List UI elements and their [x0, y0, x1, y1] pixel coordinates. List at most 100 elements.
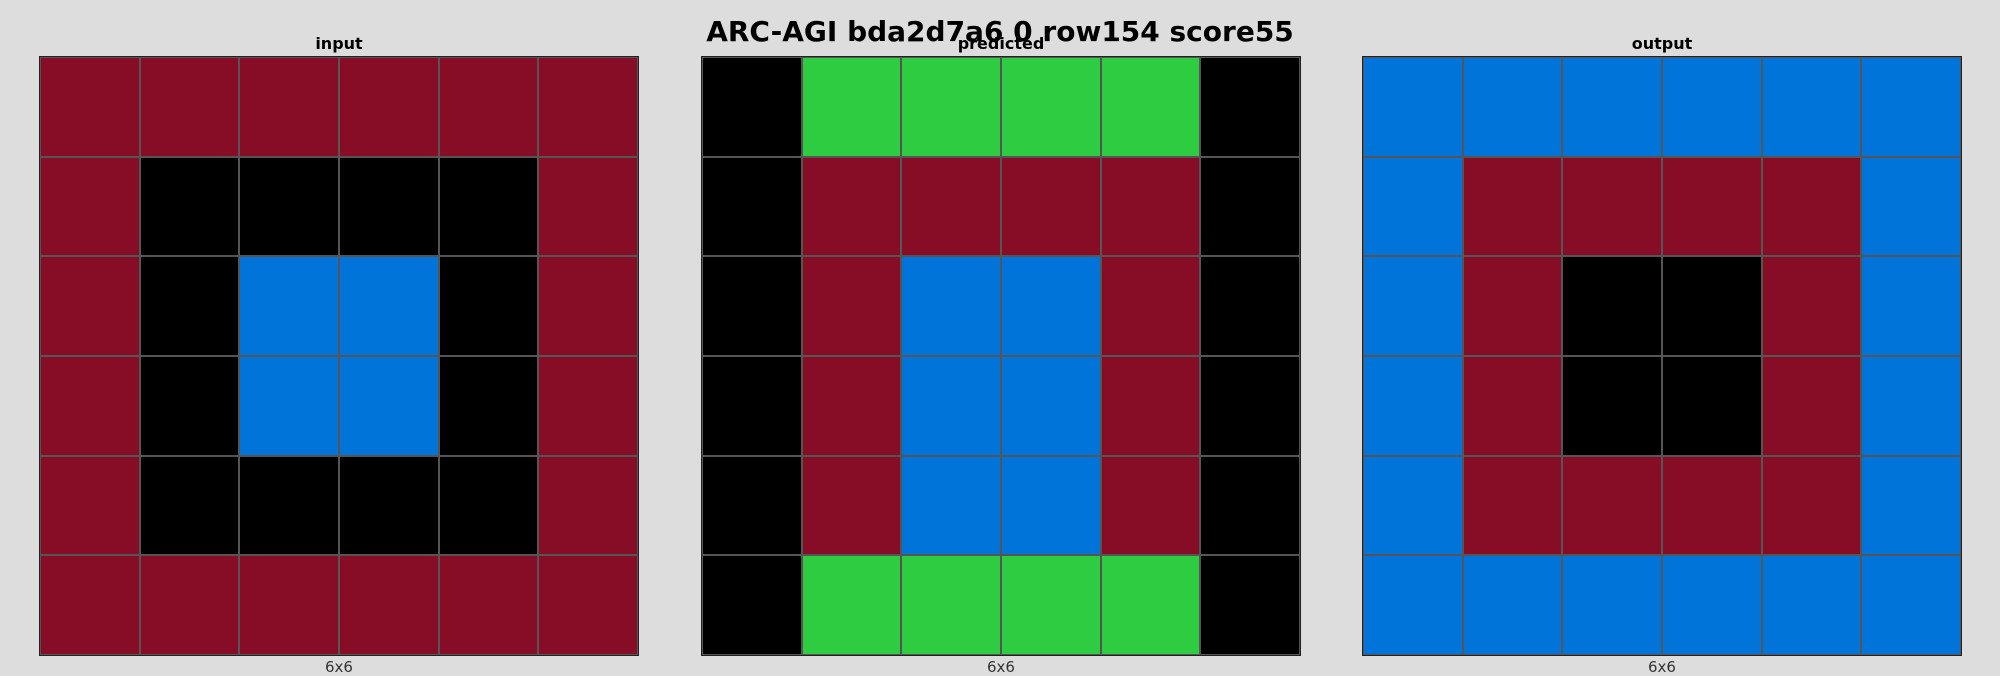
grid-cell: [40, 355, 140, 456]
input-panel-title: input: [315, 34, 363, 53]
grid-cell: [1861, 256, 1961, 356]
grid-cell: [702, 57, 802, 157]
grid-cell: [1363, 355, 1463, 456]
grid-cell: [1363, 156, 1463, 257]
grid-cell: [1761, 555, 1862, 655]
grid-cell: [801, 555, 902, 655]
grid-cell: [538, 355, 638, 456]
grid-cell: [1363, 455, 1463, 556]
input-grid: [39, 56, 639, 656]
grid-cell: [901, 57, 1001, 157]
grid-cell: [1363, 57, 1463, 157]
grid-cell: [702, 455, 802, 556]
grid-cell: [338, 455, 439, 556]
grid-cell: [1000, 355, 1101, 456]
output-grid: [1362, 56, 1962, 656]
grid-cell: [239, 455, 339, 556]
grid-cell: [1462, 256, 1563, 356]
grid-cell: [239, 355, 339, 456]
grid-cell: [801, 156, 902, 257]
grid-cell: [40, 156, 140, 257]
grid-cell: [1000, 555, 1101, 655]
grid-cell: [239, 156, 339, 257]
grid-cell: [702, 156, 802, 257]
grid-cell: [438, 256, 539, 356]
grid-cell: [438, 355, 539, 456]
grid-cell: [1200, 355, 1300, 456]
grid-cell: [702, 555, 802, 655]
grid-cell: [1861, 156, 1961, 257]
grid-cell: [338, 256, 439, 356]
grid-cell: [139, 355, 240, 456]
grid-cell: [139, 57, 240, 157]
grid-cell: [1462, 156, 1563, 257]
grid-cell: [1100, 555, 1201, 655]
grid-cell: [1861, 57, 1961, 157]
grid-cell: [1761, 355, 1862, 456]
grid-cell: [338, 355, 439, 456]
predicted-panel-title: predicted: [957, 34, 1045, 53]
grid-cell: [1562, 455, 1662, 556]
grid-cell: [1100, 455, 1201, 556]
grid-cell: [1861, 355, 1961, 456]
grid-cell: [40, 57, 140, 157]
grid-cell: [1462, 455, 1563, 556]
grid-cell: [1000, 256, 1101, 356]
grid-cell: [139, 256, 240, 356]
grid-cell: [1200, 57, 1300, 157]
input-dims-label: 6x6: [325, 658, 353, 676]
grid-cell: [1100, 156, 1201, 257]
grid-cell: [1661, 455, 1762, 556]
grid-cell: [338, 57, 439, 157]
grid-cell: [1100, 355, 1201, 456]
grid-cell: [1100, 57, 1201, 157]
grid-cell: [1562, 555, 1662, 655]
figure-title: ARC-AGI bda2d7a6 0 row154 score55: [706, 15, 1294, 48]
grid-cell: [239, 256, 339, 356]
grid-cell: [1661, 156, 1762, 257]
grid-cell: [239, 57, 339, 157]
grid-cell: [1462, 355, 1563, 456]
grid-cell: [139, 555, 240, 655]
grid-cell: [1462, 555, 1563, 655]
grid-cell: [338, 156, 439, 257]
output-panel-title: output: [1631, 34, 1693, 53]
grid-cell: [901, 355, 1001, 456]
grid-cell: [538, 156, 638, 257]
grid-cell: [901, 256, 1001, 356]
grid-cell: [538, 256, 638, 356]
grid-cell: [801, 256, 902, 356]
grid-cell: [438, 455, 539, 556]
grid-cell: [1200, 156, 1300, 257]
grid-cell: [801, 57, 902, 157]
grid-cell: [1363, 256, 1463, 356]
grid-cell: [40, 256, 140, 356]
grid-cell: [438, 57, 539, 157]
predicted-grid: [701, 56, 1301, 656]
grid-cell: [40, 455, 140, 556]
grid-cell: [901, 156, 1001, 257]
grid-cell: [139, 455, 240, 556]
grid-cell: [801, 455, 902, 556]
grid-cell: [1661, 256, 1762, 356]
grid-cell: [1661, 555, 1762, 655]
grid-cell: [1562, 355, 1662, 456]
grid-cell: [40, 555, 140, 655]
grid-cell: [1000, 57, 1101, 157]
grid-cell: [438, 156, 539, 257]
grid-cell: [1562, 57, 1662, 157]
grid-cell: [538, 455, 638, 556]
grid-cell: [1000, 455, 1101, 556]
grid-cell: [239, 555, 339, 655]
grid-cell: [139, 156, 240, 257]
grid-cell: [338, 555, 439, 655]
predicted-dims-label: 6x6: [987, 658, 1015, 676]
grid-cell: [1761, 256, 1862, 356]
output-dims-label: 6x6: [1648, 658, 1676, 676]
grid-cell: [1200, 256, 1300, 356]
grid-cell: [1562, 156, 1662, 257]
grid-cell: [901, 455, 1001, 556]
grid-cell: [1861, 455, 1961, 556]
grid-cell: [1761, 57, 1862, 157]
grid-cell: [1200, 555, 1300, 655]
